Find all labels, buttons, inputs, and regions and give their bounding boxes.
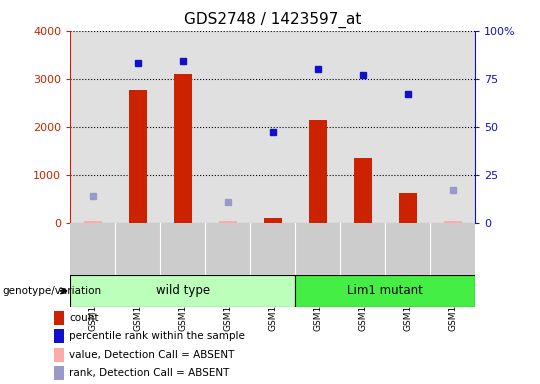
Bar bbox=[309, 121, 327, 223]
Text: rank, Detection Call = ABSENT: rank, Detection Call = ABSENT bbox=[69, 368, 230, 378]
Bar bbox=[54, 348, 64, 362]
Bar bbox=[54, 329, 64, 343]
Text: genotype/variation: genotype/variation bbox=[3, 286, 102, 296]
Bar bbox=[84, 221, 102, 223]
Bar bbox=[129, 90, 147, 223]
Text: wild type: wild type bbox=[156, 285, 210, 297]
Bar bbox=[174, 74, 192, 223]
Bar bbox=[70, 275, 295, 307]
Text: Lim1 mutant: Lim1 mutant bbox=[347, 285, 423, 297]
Bar bbox=[354, 159, 372, 223]
Bar bbox=[54, 366, 64, 380]
Bar bbox=[54, 311, 64, 325]
Bar bbox=[444, 221, 462, 223]
Bar bbox=[264, 218, 282, 223]
Bar bbox=[219, 221, 237, 223]
Bar bbox=[295, 275, 475, 307]
Text: percentile rank within the sample: percentile rank within the sample bbox=[69, 331, 245, 341]
Title: GDS2748 / 1423597_at: GDS2748 / 1423597_at bbox=[184, 12, 361, 28]
Text: value, Detection Call = ABSENT: value, Detection Call = ABSENT bbox=[69, 350, 234, 360]
Bar bbox=[399, 193, 417, 223]
Text: count: count bbox=[69, 313, 99, 323]
